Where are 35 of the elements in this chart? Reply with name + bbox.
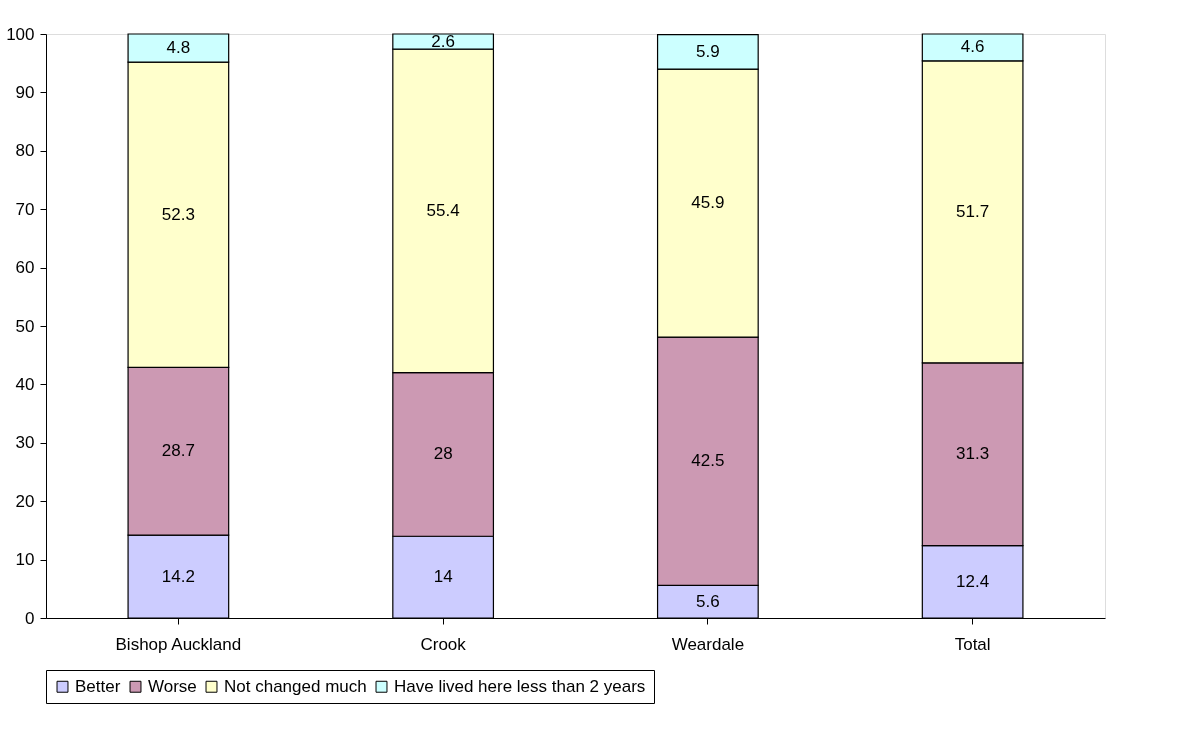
- y-tick-label: 100: [6, 24, 35, 44]
- data-label: 14: [433, 567, 453, 587]
- legend-label: Better: [75, 676, 121, 696]
- y-tick-label: 50: [15, 316, 35, 336]
- y-tick-label: 80: [15, 141, 35, 161]
- data-label: 51.7: [956, 201, 990, 221]
- x-tick-label: Crook: [420, 634, 467, 654]
- data-label: 42.5: [691, 451, 725, 471]
- y-tick-label: 70: [15, 199, 35, 219]
- x-tick-label: Bishop Auckland: [115, 634, 242, 654]
- data-label: 31.3: [956, 444, 990, 464]
- data-label: 28.7: [161, 441, 195, 461]
- data-label: 4.6: [960, 37, 985, 57]
- data-label: 12.4: [956, 571, 990, 591]
- data-label: 14.2: [161, 566, 195, 586]
- x-tick-label: Total: [954, 634, 991, 654]
- legend-label: Not changed much: [224, 676, 367, 696]
- y-tick-label: 40: [15, 374, 35, 394]
- data-label: 52.3: [161, 204, 195, 224]
- data-label: 5.9: [696, 41, 720, 61]
- data-label: 5.6: [696, 591, 720, 611]
- data-label: 2.6: [431, 31, 455, 51]
- legend-label: Worse: [148, 676, 197, 696]
- y-tick-label: 20: [15, 491, 35, 511]
- x-tick-label: Weardale: [671, 634, 745, 654]
- data-label: 28: [433, 444, 453, 464]
- y-tick-label: 90: [15, 82, 35, 102]
- y-tick-label: 60: [15, 258, 35, 278]
- data-label: 4.8: [166, 38, 191, 58]
- data-label: 45.9: [691, 193, 725, 213]
- data-label: 55.4: [426, 200, 460, 220]
- legend-label: Have lived here less than 2 years: [394, 676, 646, 696]
- y-tick-label: 30: [15, 433, 35, 453]
- y-tick-label: 0: [25, 608, 35, 628]
- y-tick-label: 10: [15, 550, 35, 570]
